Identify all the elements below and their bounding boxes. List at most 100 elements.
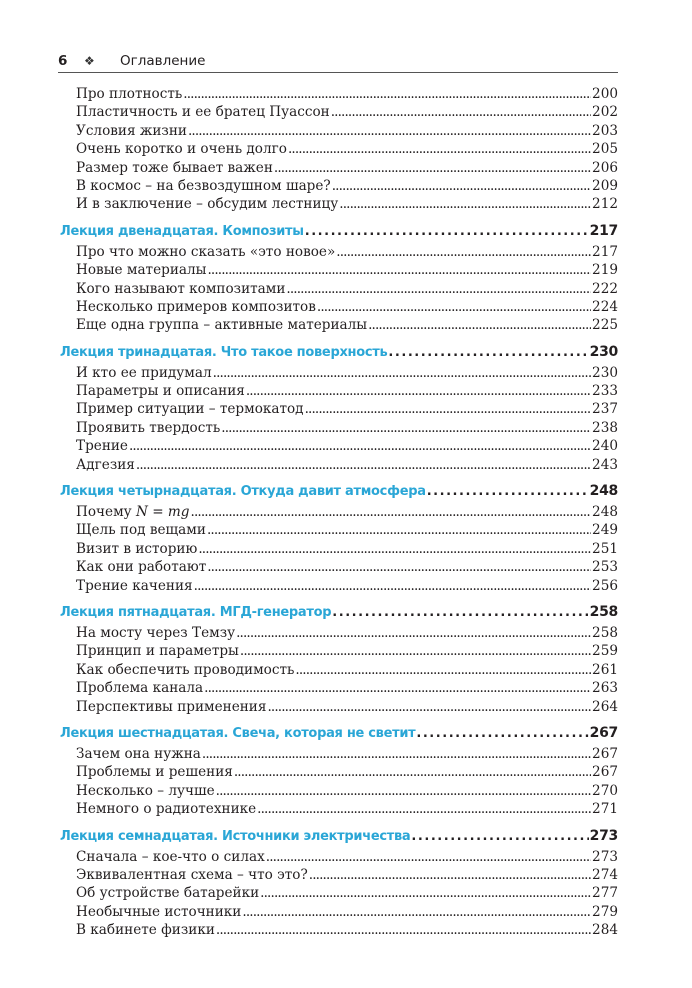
toc-entry[interactable]: Несколько примеров композитов 224 [60,298,618,316]
toc-entry[interactable]: Проблемы и решения 267 [60,763,618,781]
toc-entry[interactable]: В космос – на безвоздушном шаре? 209 [60,177,618,195]
toc-chapter-entry[interactable]: Лекция четырнадцатая. Откуда давит атмос… [60,480,618,502]
dot-leader [213,364,591,382]
toc-entry[interactable]: Параметры и описания 233 [60,382,618,400]
toc-entry[interactable]: Про что можно сказать «это новое» 217 [60,243,618,261]
toc-entry[interactable]: Кого называют композитами 222 [60,280,618,298]
dot-leader [207,558,591,576]
running-title: Оглавление [120,53,206,69]
toc-entry[interactable]: Эквивалентная схема – что это? 274 [60,866,618,884]
toc-entry[interactable]: Трение 240 [60,437,618,455]
entry-title: Пластичность и ее братец Пуассон [76,104,330,121]
toc-entry[interactable]: Почему N = mg 248 [60,503,618,521]
dot-leader [221,419,591,437]
toc-entry[interactable]: Пример ситуации – термокатод 237 [60,400,618,418]
entry-page: 274 [592,866,618,883]
entry-title: Лекция пятнадцатая. МГД-генератор [60,604,332,620]
toc-entry[interactable]: Пластичность и ее братец Пуассон 202 [60,103,618,121]
entry-title: Про что можно сказать «это новое» [76,243,336,260]
toc-entry[interactable]: Принцип и параметры 259 [60,642,618,660]
toc-entry[interactable]: Сначала – кое-что о силах 273 [60,848,618,866]
toc-entry[interactable]: Как обеспечить проводимость 261 [60,661,618,679]
entry-title: Принцип и параметры [76,643,239,660]
dot-leader [198,540,591,558]
entry-page: 212 [592,196,618,213]
toc-entry[interactable]: Адгезия 243 [60,456,618,474]
entry-title: Эквивалентная схема – что это? [76,866,308,883]
entry-page: 230 [589,343,619,360]
entry-page: 273 [589,827,619,844]
toc-entry[interactable]: На мосту через Темзу 258 [60,624,618,642]
dot-leader [288,140,591,158]
dot-leader [136,456,591,474]
toc-entry[interactable]: Условия жизни 203 [60,122,618,140]
dot-leader [216,921,591,939]
entry-title: Перспективы применения [76,698,267,715]
dot-leader [260,884,591,902]
entry-page: 237 [592,401,618,418]
dot-leader [416,723,588,745]
dot-leader [427,481,589,503]
toc-entry[interactable]: Размер тоже бывает важен 206 [60,159,618,177]
toc-chapter-entry[interactable]: Лекция шестнадцатая. Свеча, которая не с… [60,722,618,744]
toc-entry[interactable]: Проблема канала 263 [60,679,618,697]
dot-leader [317,298,591,316]
dot-leader [194,577,591,595]
toc-entry[interactable]: Визит в историю 251 [60,540,618,558]
entry-title: Лекция двенадцатая. Композиты [60,223,304,239]
toc-chapter-entry[interactable]: Лекция двенадцатая. Композиты 217 [60,220,618,242]
dot-leader [411,826,588,848]
entry-page: 200 [592,86,618,102]
toc-entry[interactable]: Про плотность 200 [60,85,618,103]
toc-entry[interactable]: Как они работают 253 [60,558,618,576]
entry-title: Новые материалы [76,262,207,279]
dot-leader [368,316,591,334]
dot-leader [216,782,591,800]
entry-page: 248 [589,483,619,500]
toc-entry[interactable]: Немного о радиотехнике 271 [60,800,618,818]
toc-entry[interactable]: И кто ее придумал 230 [60,364,618,382]
toc-entry[interactable]: Новые материалы 219 [60,261,618,279]
entry-page: 256 [592,577,618,594]
entry-page: 270 [592,782,618,799]
toc-chapter-entry[interactable]: Лекция тринадцатая. Что такое поверхност… [60,341,618,363]
entry-page: 259 [592,643,618,660]
entry-title: Трение качения [76,577,193,594]
entry-page: 248 [592,504,618,521]
dot-leader [286,280,591,298]
entry-page: 224 [592,298,618,315]
entry-page: 203 [592,122,618,139]
entry-page: 258 [589,603,619,620]
dot-leader [236,624,591,642]
toc-entry[interactable]: Еще одна группа – активные материалы 225 [60,316,618,334]
entry-title: Размер тоже бывает важен [76,159,273,176]
entry-page: 209 [592,177,618,194]
entry-page: 279 [592,903,618,920]
entry-title: На мосту через Темзу [76,624,236,641]
toc-entry[interactable]: И в заключение – обсудим лестницу 212 [60,195,618,213]
toc-entry[interactable]: Трение качения 256 [60,577,618,595]
entry-title: И кто ее придумал [76,364,212,381]
toc-entry[interactable]: Щель под вещами 249 [60,521,618,539]
toc-entry[interactable]: Об устройстве батарейки 277 [60,884,618,902]
toc-entry[interactable]: В кабинете физики 284 [60,921,618,939]
entry-title: Условия жизни [76,122,187,139]
toc-entry[interactable]: Проявить твердость 238 [60,419,618,437]
entry-page: 217 [592,243,618,260]
toc-entry[interactable]: Очень коротко и очень долго 205 [60,140,618,158]
toc-entry[interactable]: Перспективы применения 264 [60,698,618,716]
dot-leader [183,85,591,103]
entry-page: 202 [592,104,618,121]
toc-entry[interactable]: Зачем она нужна 267 [60,745,618,763]
entry-title: Адгезия [76,456,135,473]
dot-leader [266,848,591,866]
toc-entry[interactable]: Несколько – лучше 270 [60,782,618,800]
entry-page: 206 [592,159,618,176]
dot-leader [207,521,591,539]
entry-page: 230 [592,364,618,381]
toc-entry[interactable]: Необычные источники 279 [60,903,618,921]
entry-title: Лекция семнадцатая. Источники электричес… [60,828,411,844]
toc-chapter-entry[interactable]: Лекция семнадцатая. Источники электричес… [60,825,618,847]
entry-title: И в заключение – обсудим лестницу [76,196,339,213]
toc-chapter-entry[interactable]: Лекция пятнадцатая. МГД-генератор 258 [60,601,618,623]
